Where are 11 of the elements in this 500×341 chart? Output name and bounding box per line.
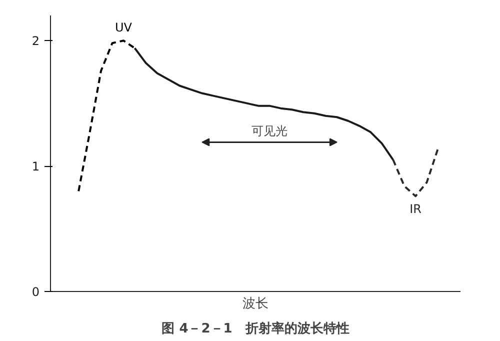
y-tick-label: 2 xyxy=(32,34,40,48)
text: 图 4－2－1 折射率的波长特性 xyxy=(162,320,350,336)
y-tick-label: 0 xyxy=(32,285,40,299)
series-label: UV xyxy=(115,20,133,35)
series-label: IR xyxy=(410,202,422,216)
line-series xyxy=(392,147,440,198)
line-series xyxy=(78,40,136,192)
x-axis-title: 波长 xyxy=(242,296,268,312)
y-tick-label: 1 xyxy=(32,160,40,174)
annotation: 可见光 xyxy=(252,124,288,138)
line-series xyxy=(134,47,394,161)
